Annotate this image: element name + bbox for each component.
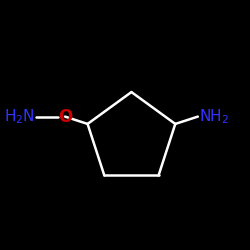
Text: H$_2$N: H$_2$N [4,107,35,126]
Text: O: O [58,108,72,126]
Text: NH$_2$: NH$_2$ [199,107,229,126]
